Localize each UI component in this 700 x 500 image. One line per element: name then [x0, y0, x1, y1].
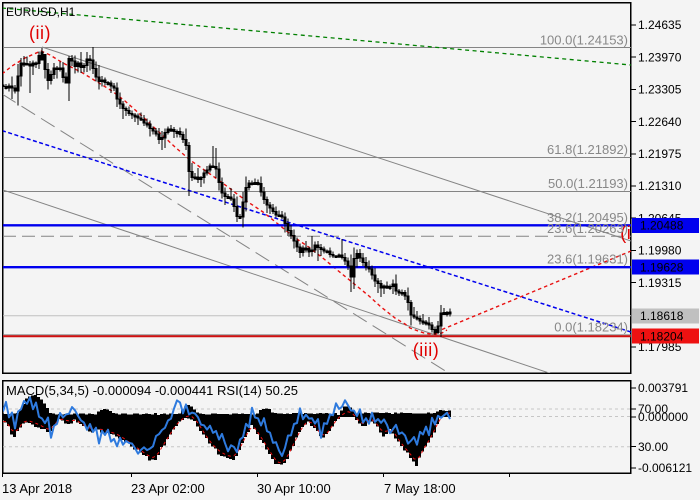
svg-text:0.0(1.18234): 0.0(1.18234) — [554, 319, 628, 334]
svg-text:1.21310: 1.21310 — [638, 179, 682, 193]
svg-text:100.0(1.24153): 100.0(1.24153) — [540, 33, 628, 48]
svg-text:23.6(1.20263): 23.6(1.20263) — [547, 221, 628, 236]
svg-text:70.00: 70.00 — [638, 402, 668, 416]
svg-text:13 Apr 2018: 13 Apr 2018 — [2, 481, 72, 496]
svg-text:1.19315: 1.19315 — [638, 276, 682, 290]
svg-text:1.20488: 1.20488 — [640, 219, 684, 233]
svg-text:(i): (i) — [620, 223, 638, 243]
svg-text:-0.006121: -0.006121 — [638, 461, 692, 475]
svg-text:(iii): (iii) — [413, 340, 440, 360]
svg-text:1.23970: 1.23970 — [638, 50, 682, 64]
svg-text:(ii): (ii) — [29, 23, 51, 43]
svg-text:23.6(1.19631): 23.6(1.19631) — [547, 252, 628, 267]
svg-text:0.000000: 0.000000 — [638, 410, 688, 424]
svg-text:1.23305: 1.23305 — [638, 83, 682, 97]
svg-text:MACD(5,34,5) -0.000094 -0.0004: MACD(5,34,5) -0.000094 -0.000441 RSI(14)… — [6, 383, 298, 398]
svg-text:50.0(1.21193): 50.0(1.21193) — [548, 176, 628, 191]
svg-text:1.22640: 1.22640 — [638, 115, 682, 129]
svg-text:1.19980: 1.19980 — [638, 244, 682, 258]
svg-text:1.24635: 1.24635 — [638, 18, 682, 32]
svg-text:7 May 18:00: 7 May 18:00 — [384, 481, 456, 496]
svg-text:30.00: 30.00 — [638, 440, 668, 454]
svg-text:1.18204: 1.18204 — [640, 329, 684, 343]
svg-text:38.2(1.20495): 38.2(1.20495) — [547, 210, 628, 225]
svg-text:1.21975: 1.21975 — [638, 147, 682, 161]
svg-text:61.8(1.21892): 61.8(1.21892) — [547, 142, 628, 157]
svg-text:1.18618: 1.18618 — [640, 309, 684, 323]
svg-text:EURUSD,H1: EURUSD,H1 — [6, 5, 76, 19]
svg-text:30 Apr 10:00: 30 Apr 10:00 — [257, 481, 331, 496]
svg-text:1.19628: 1.19628 — [640, 260, 684, 274]
svg-text:0.003791: 0.003791 — [638, 381, 688, 395]
svg-text:23 Apr 02:00: 23 Apr 02:00 — [131, 481, 205, 496]
